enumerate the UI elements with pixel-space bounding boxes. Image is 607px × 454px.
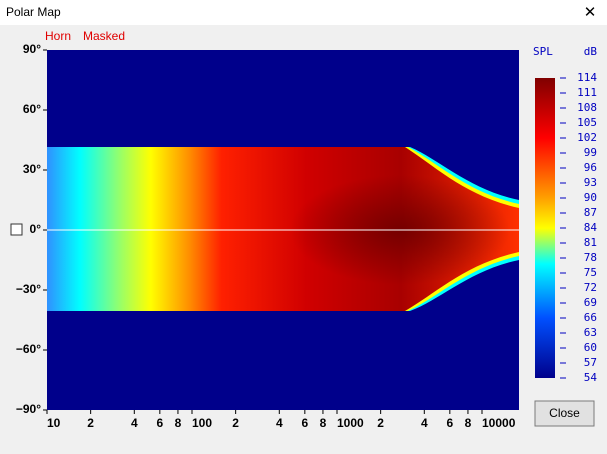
x-label: 2 [232, 416, 239, 430]
colorbar-label: 102 [577, 131, 597, 144]
colorbar-label: 93 [584, 176, 597, 189]
legend-masked[interactable]: Masked [83, 29, 125, 43]
close-button[interactable] [534, 400, 595, 427]
colorbar-label: 87 [584, 206, 597, 219]
x-label: 6 [446, 416, 453, 430]
y-label: −60° [16, 342, 41, 356]
x-label: 4 [131, 416, 138, 430]
colorbar-label: 81 [584, 236, 597, 249]
colorbar-label: 66 [584, 311, 597, 324]
title-bar [0, 0, 607, 25]
y-label: 0° [30, 222, 42, 236]
x-label: 100 [192, 416, 212, 430]
x-label: 6 [156, 416, 163, 430]
colorbar-label: 99 [584, 146, 597, 159]
y-label: 90° [23, 42, 41, 56]
checkbox[interactable] [10, 223, 23, 236]
y-label: −30° [16, 282, 41, 296]
x-label: 2 [377, 416, 384, 430]
colorbar-spl: SPL [533, 45, 553, 58]
legend-horn[interactable]: Horn [45, 29, 71, 43]
x-label: 6 [301, 416, 308, 430]
x-label: 8 [320, 416, 327, 430]
colorbar-label: 114 [577, 71, 597, 84]
colorbar-label: 54 [584, 371, 598, 384]
colorbar-label: 75 [584, 266, 597, 279]
colorbar-label: 96 [584, 161, 597, 174]
colorbar-label: 60 [584, 341, 597, 354]
colorbar [535, 78, 555, 378]
close-x[interactable]: ✕ [584, 4, 597, 21]
x-label: 2 [87, 416, 94, 430]
colorbar-label: 84 [584, 221, 598, 234]
colorbar-label: 63 [584, 326, 597, 339]
x-label: 1000 [337, 416, 364, 430]
x-label: 10000 [482, 416, 516, 430]
close-label[interactable]: Close [549, 406, 580, 420]
x-label: 4 [421, 416, 428, 430]
colorbar-label: 72 [584, 281, 597, 294]
x-label: 4 [276, 416, 283, 430]
colorbar-db: dB [584, 45, 598, 58]
colorbar-label: 111 [577, 86, 597, 99]
colorbar-label: 57 [584, 356, 597, 369]
y-label: 30° [23, 162, 41, 176]
colorbar-label: 105 [577, 116, 597, 129]
colorbar-label: 108 [577, 101, 597, 114]
x-label: 10 [47, 416, 61, 430]
y-label: −90° [16, 402, 41, 416]
window-title: Polar Map [6, 5, 61, 19]
colorbar-label: 78 [584, 251, 597, 264]
x-label: 8 [175, 416, 182, 430]
y-label: 60° [23, 102, 41, 116]
x-label: 8 [465, 416, 472, 430]
colorbar-label: 69 [584, 296, 597, 309]
heatmap [47, 50, 520, 410]
colorbar-label: 90 [584, 191, 597, 204]
